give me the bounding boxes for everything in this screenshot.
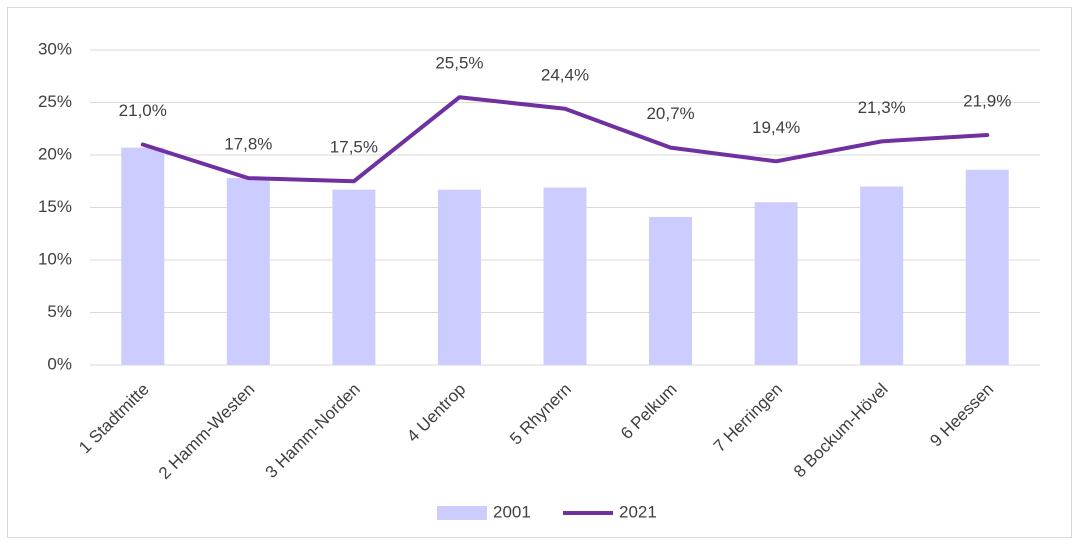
bar [754,202,798,365]
data-label: 25,5% [435,54,483,73]
data-label: 21,3% [858,98,906,117]
y-tick-label: 30% [38,39,72,58]
bar [860,186,904,365]
data-label: 19,4% [752,118,800,137]
bar [543,187,587,365]
y-tick-label: 15% [38,197,72,216]
bar [332,189,376,365]
bar [121,147,165,365]
data-label: 21,9% [963,92,1011,111]
line [140,95,990,184]
legend-label: 2021 [619,502,657,521]
legend-label: 2001 [493,502,531,521]
y-tick-label: 25% [38,92,72,111]
y-tick-label: 5% [47,302,72,321]
data-label: 24,4% [541,65,589,84]
bar [649,216,693,365]
y-tick-label: 0% [47,354,72,373]
data-label: 17,8% [224,135,272,154]
data-label: 21,0% [119,101,167,120]
bar [965,169,1009,365]
bar [226,178,270,365]
bar [437,189,481,365]
y-tick-label: 10% [38,249,72,268]
legend-swatch [437,506,487,520]
data-label: 20,7% [646,104,694,123]
data-label: 17,5% [330,138,378,157]
y-tick-label: 20% [38,144,72,163]
